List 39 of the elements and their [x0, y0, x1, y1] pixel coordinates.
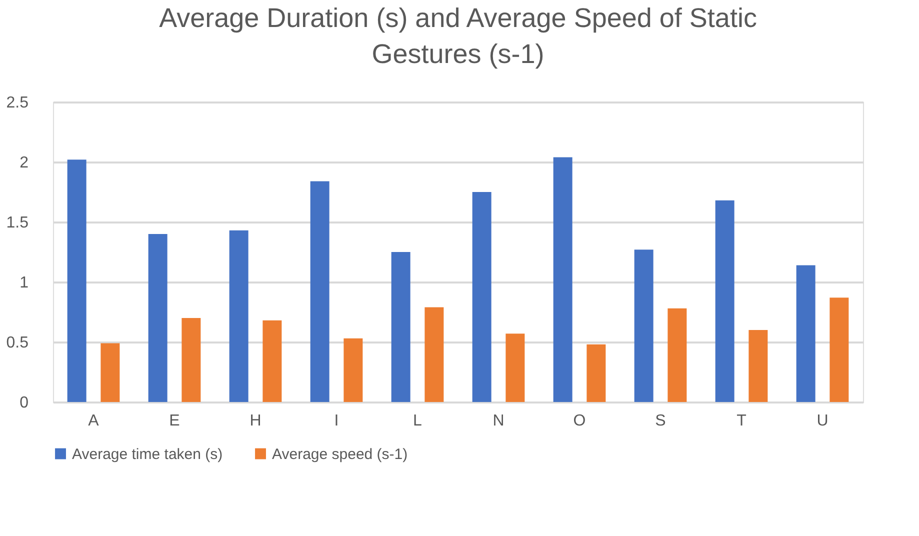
y-tick-label: 0 — [20, 394, 29, 412]
x-tick-label: O — [573, 412, 586, 430]
y-tick-label: 2 — [20, 154, 29, 172]
y-tick-label: 0.5 — [6, 334, 29, 352]
bar — [748, 330, 768, 402]
bar — [668, 308, 687, 402]
bar — [634, 250, 654, 402]
bar — [715, 200, 734, 402]
chart-title: Average Duration (s) and Average Speed of Static Gestures (s-1) — [159, 3, 757, 69]
x-tick-label: I — [334, 412, 339, 430]
legend-label: Average time taken (s) — [72, 446, 223, 463]
bar — [182, 318, 201, 402]
x-tick-label: L — [413, 412, 422, 430]
y-tick-label: 1.5 — [6, 214, 29, 232]
bar — [424, 307, 444, 402]
x-tick-label: U — [816, 412, 828, 430]
bar — [262, 320, 282, 402]
x-tick-label: A — [88, 412, 100, 430]
x-tick-label: E — [169, 412, 180, 430]
bar — [67, 160, 86, 402]
bar — [310, 181, 330, 402]
bar — [830, 298, 849, 402]
x-tick-label: S — [655, 412, 666, 430]
x-tick-label: N — [492, 412, 504, 430]
bar — [148, 234, 168, 402]
bar — [100, 343, 120, 402]
bar — [553, 157, 572, 402]
bar — [796, 265, 816, 402]
y-tick-label: 2.5 — [6, 94, 29, 112]
bar — [229, 230, 248, 402]
legend-label: Average speed (s-1) — [272, 446, 408, 463]
bar — [344, 338, 363, 402]
x-tick-label: T — [736, 412, 747, 430]
x-tick-label: H — [250, 412, 262, 430]
bar — [586, 344, 606, 402]
bar — [391, 252, 410, 402]
bar — [472, 192, 492, 402]
y-tick-label: 1 — [20, 274, 29, 292]
bar — [506, 334, 525, 402]
